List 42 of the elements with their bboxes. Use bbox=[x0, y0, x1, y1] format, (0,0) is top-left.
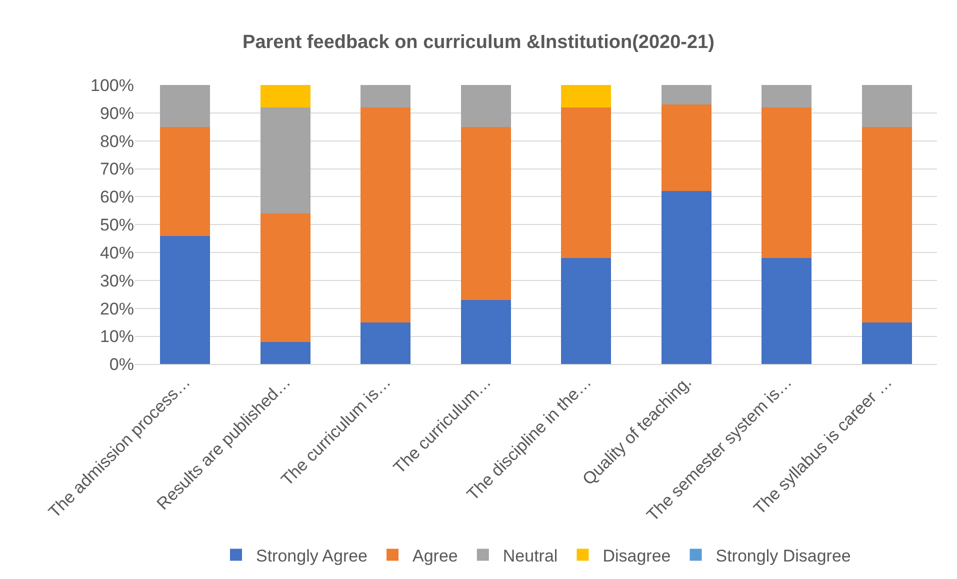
bar bbox=[862, 126, 912, 322]
bar bbox=[561, 107, 612, 258]
y-tick-label: 60% bbox=[100, 188, 134, 207]
y-tick-label: 40% bbox=[100, 243, 134, 262]
bar bbox=[561, 85, 612, 108]
y-tick-label: 50% bbox=[100, 216, 134, 235]
y-tick-label: 20% bbox=[100, 299, 134, 318]
bar bbox=[160, 126, 210, 236]
chart-title: Parent feedback on curriculum &Institution(2020-21) bbox=[242, 32, 714, 54]
bar bbox=[460, 300, 511, 364]
bar bbox=[762, 107, 812, 258]
bar bbox=[661, 104, 712, 192]
bar bbox=[661, 191, 712, 364]
bar bbox=[862, 85, 912, 127]
y-tick-label: 0% bbox=[109, 355, 134, 374]
y-tick-label: 90% bbox=[100, 104, 134, 123]
bar bbox=[160, 236, 210, 364]
legend-label: Agree bbox=[412, 546, 458, 566]
bar bbox=[260, 342, 310, 364]
bar bbox=[260, 85, 310, 108]
y-tick-label: 100% bbox=[90, 76, 134, 95]
legend-label: Strongly Disagree bbox=[716, 546, 851, 566]
bar bbox=[561, 258, 612, 364]
bar bbox=[762, 85, 812, 108]
bar bbox=[360, 85, 411, 108]
legend-label: Neutral bbox=[502, 546, 558, 566]
y-tick-label: 70% bbox=[100, 160, 134, 179]
bar bbox=[260, 107, 310, 214]
bar bbox=[762, 258, 812, 364]
bar bbox=[260, 213, 310, 342]
bar bbox=[460, 85, 511, 127]
bar bbox=[661, 85, 712, 105]
bar bbox=[862, 322, 912, 364]
bar bbox=[360, 107, 411, 322]
legend-label: Strongly Agree bbox=[256, 546, 368, 566]
y-tick-label: 10% bbox=[100, 327, 134, 346]
legend-label: Disagree bbox=[602, 546, 671, 566]
y-tick-label: 30% bbox=[100, 271, 134, 290]
bar bbox=[160, 85, 210, 127]
bar bbox=[360, 322, 411, 364]
bar bbox=[460, 126, 511, 300]
y-tick-label: 80% bbox=[100, 132, 134, 151]
